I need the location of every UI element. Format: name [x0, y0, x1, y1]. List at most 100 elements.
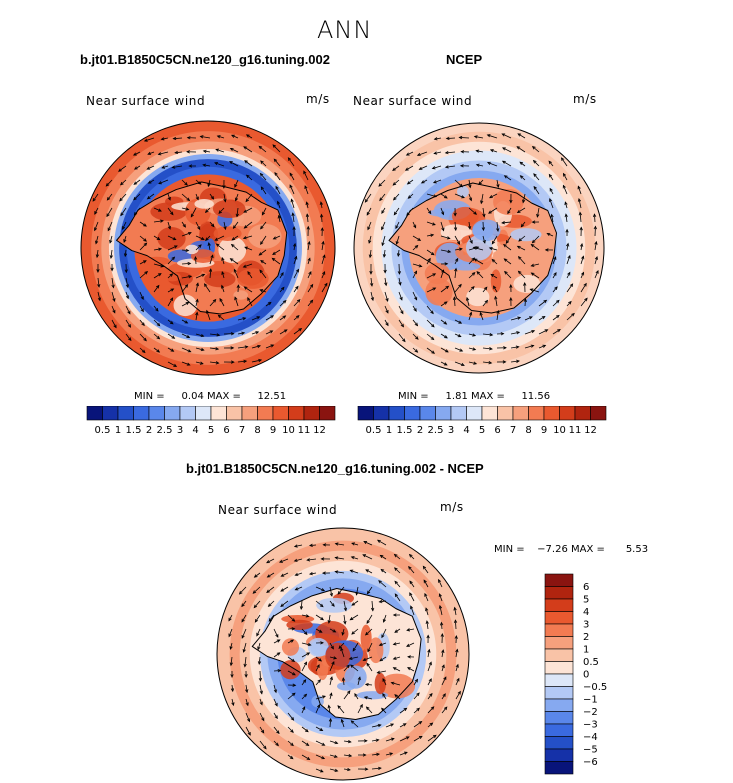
- diff-wind-arrow: [379, 642, 387, 646]
- diff-wind-arrow-head: [228, 633, 232, 638]
- diff-wind-arrow-head: [332, 629, 337, 633]
- diff-wind-arrow: [259, 740, 267, 750]
- diff-wind-arrow-head: [376, 670, 381, 674]
- diff-wind-arrow: [454, 620, 457, 630]
- model-wind-arrow-head: [231, 237, 236, 241]
- diff-wind-arrow-head: [407, 655, 411, 659]
- obs-wind-arrow: [381, 235, 386, 246]
- obs-wind-arrow: [384, 319, 389, 326]
- obs-colorbar-tick-label: 9: [541, 425, 547, 436]
- model-wind-arrow: [237, 360, 247, 363]
- model-wind-arrow: [221, 271, 225, 279]
- diff-wind-arrow-head: [351, 631, 355, 635]
- obs-wind-arrow-head: [530, 263, 535, 267]
- obs-wind-arrow-head: [594, 240, 598, 245]
- model-wind-arrow: [231, 235, 239, 241]
- obs-wind-arrow-head: [496, 228, 500, 233]
- obs-wind-arrow: [502, 221, 512, 224]
- obs-wind-arrow-head: [491, 240, 495, 245]
- model-units-label: m/s: [306, 92, 330, 106]
- model-wind-arrow: [259, 269, 267, 279]
- diff-wind-arrow-head: [347, 767, 351, 772]
- model-wind-arrow-head: [211, 223, 215, 228]
- diff-colorbar-tick-label: −0.5: [583, 682, 607, 693]
- model-wind-arrow-head: [272, 251, 276, 255]
- model-wind-arrow: [245, 193, 253, 202]
- obs-wind-arrow: [412, 305, 417, 312]
- obs-wind-arrow: [490, 149, 498, 153]
- model-colorbar-tick-label: 2.5: [157, 425, 173, 436]
- diff-wind-map: [216, 527, 470, 781]
- diff-colorbar-box: [544, 598, 574, 612]
- obs-wind-arrow: [393, 193, 400, 201]
- diff-wind-arrow: [315, 628, 323, 633]
- diff-wind-arrow: [338, 642, 345, 649]
- diff-wind-arrow: [423, 579, 429, 588]
- diff-wind-arrow: [315, 679, 321, 686]
- diff-wind-arrow: [366, 706, 373, 714]
- obs-wind-arrow: [454, 268, 457, 279]
- obs-wind-arrow: [468, 361, 477, 365]
- diff-wind-arrow-head: [280, 588, 285, 592]
- obs-wind-arrow: [532, 146, 540, 153]
- diff-wind-arrow: [315, 695, 326, 700]
- diff-wind-arrow: [366, 663, 373, 672]
- obs-wind-arrow-head: [469, 240, 473, 244]
- diff-wind-arrow: [245, 684, 248, 693]
- model-wind-arrow-head: [291, 212, 295, 217]
- model-wind-arrow: [260, 221, 267, 230]
- model-min-label: MIN =: [134, 391, 165, 402]
- obs-wind-arrow: [434, 137, 442, 140]
- diff-wind-arrow-head: [290, 639, 295, 643]
- diff-wind-arrow-head: [376, 539, 381, 543]
- model-wind-arrow: [120, 179, 127, 186]
- diff-wind-arrow-head: [266, 574, 271, 578]
- diff-wind-arrow-head: [333, 656, 338, 660]
- diff-colorbar-tick-label: 4: [583, 607, 589, 618]
- obs-wind-arrow: [434, 151, 442, 154]
- diff-wind-arrow: [228, 628, 233, 637]
- diff-wind-arrow-head: [337, 591, 342, 595]
- diff-wind-arrow-head: [440, 633, 444, 637]
- model-wind-arrow-head: [147, 180, 152, 184]
- model-wind-arrow: [158, 151, 169, 155]
- diff-wind-arrow-head: [455, 663, 459, 668]
- model-wind-arrow: [153, 207, 162, 212]
- model-wind-arrow: [167, 207, 174, 215]
- model-wind-arrow-head: [167, 196, 171, 201]
- model-wind-arrow-head: [230, 346, 235, 350]
- obs-wind-arrow-head: [458, 135, 463, 140]
- model-wind-arrow-head: [156, 284, 160, 289]
- model-wind-arrow-head: [258, 358, 263, 363]
- model-wind-arrow: [233, 221, 239, 229]
- model-wind-arrow: [321, 214, 323, 223]
- obs-wind-arrow-head: [404, 167, 409, 171]
- model-wind-arrow: [223, 221, 226, 230]
- diff-wind-arrow-head: [403, 707, 408, 712]
- model-wind-arrow-head: [271, 257, 276, 262]
- obs-wind-arrow-head: [486, 134, 491, 138]
- model-wind-arrow-head: [195, 311, 199, 316]
- model-wind-arrow: [172, 165, 183, 168]
- model-wind-arrow: [307, 271, 312, 279]
- diff-wind-arrow-head: [291, 627, 296, 631]
- obs-stats: MIN = 1.81 MAX = 11.56: [398, 391, 550, 402]
- model-wind-arrow: [139, 235, 147, 242]
- model-wind-arrow-head: [259, 269, 263, 274]
- model-wind-arrow-head: [214, 237, 219, 241]
- obs-wind-arrow-head: [531, 329, 536, 334]
- diff-wind-arrow: [329, 642, 334, 649]
- diff-wind-arrow-head: [241, 618, 245, 623]
- diff-panel-title: b.jt01.B1850C5CN.ne120_g16.tuning.002 - …: [186, 461, 484, 476]
- model-field-patch: [173, 294, 198, 317]
- obs-wind-arrow: [468, 347, 476, 351]
- model-wind-arrow-head: [245, 134, 250, 138]
- diff-wind-arrow: [350, 614, 359, 621]
- obs-wind-arrow-head: [382, 254, 387, 258]
- model-wind-arrow-head: [322, 271, 326, 275]
- obs-wind-arrow-head: [432, 273, 437, 277]
- model-wind-arrow: [110, 249, 113, 259]
- model-wind-arrow-head: [127, 324, 132, 328]
- diff-wind-arrow-head: [370, 607, 375, 612]
- diff-wind-arrow: [455, 691, 461, 700]
